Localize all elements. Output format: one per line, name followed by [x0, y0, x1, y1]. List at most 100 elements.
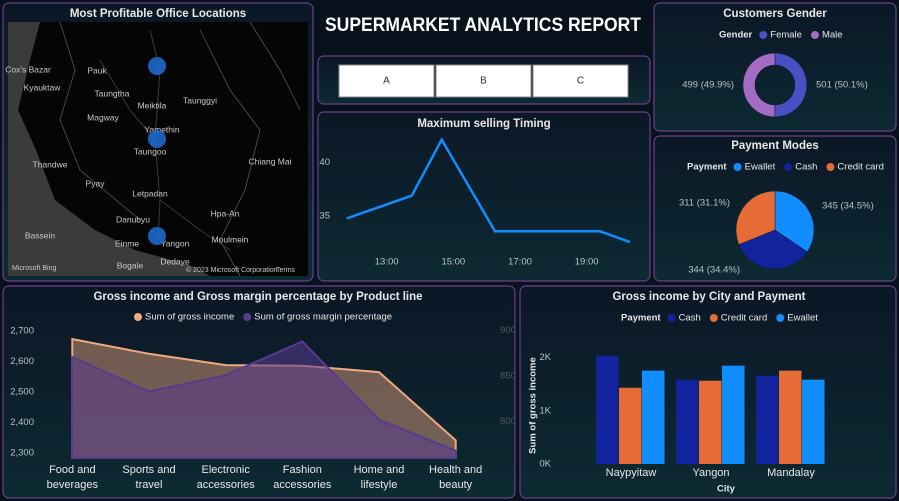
chart-title: Customers Gender	[723, 8, 827, 20]
chart-title: Gross income by City and Payment	[612, 291, 805, 303]
map-place: Pauk	[87, 65, 107, 75]
chart-title: Maximum selling Timing	[417, 118, 550, 130]
slicer-button[interactable]	[338, 64, 435, 98]
line-series	[346, 137, 631, 244]
slice	[742, 52, 776, 118]
slice	[738, 229, 808, 270]
y-tick-label: 0K	[539, 459, 551, 470]
legend-swatch	[134, 313, 142, 321]
slice	[735, 190, 776, 245]
map-place: Bogale	[117, 260, 144, 270]
x-tick-label: 13:00	[375, 257, 399, 268]
y2-tick-label: 800	[500, 416, 516, 427]
bar	[722, 365, 745, 464]
map-place: Thandwe	[33, 159, 68, 169]
legend-swatch	[810, 31, 819, 39]
map-place: Moulmein	[212, 234, 249, 244]
y-tick-label: 2,600	[10, 356, 34, 367]
map-attribution: © 2023 Microsoft Corporation	[186, 266, 278, 274]
slicer-button[interactable]	[532, 64, 629, 98]
legend-label: Credit card	[837, 162, 883, 173]
map-place: Taungoo	[134, 146, 167, 156]
legend-label: Cash	[795, 162, 817, 173]
bar	[756, 375, 779, 464]
map-place: Hpa-An	[211, 208, 240, 218]
x-axis-title: City	[717, 484, 736, 495]
slicer-label[interactable]: A	[383, 76, 390, 87]
y-tick-label: 2,300	[10, 448, 34, 459]
map-place: Taunggyi	[183, 95, 217, 105]
legend-title: Payment	[621, 313, 661, 324]
map-place: Yamethin	[144, 124, 180, 134]
data-label: 501 (50.1%)	[816, 80, 868, 91]
slicer-label[interactable]: C	[577, 76, 584, 87]
location-bubble	[148, 227, 166, 245]
bar	[596, 355, 619, 464]
map-logo: Microsoft Bing	[12, 265, 56, 272]
report-title: SUPERMARKET ANALYTICS REPORT	[325, 15, 641, 36]
map-place: Meiktila	[138, 100, 167, 110]
map-place: Magway	[87, 112, 119, 122]
bar	[642, 370, 665, 464]
bar	[779, 370, 802, 464]
legend-swatch	[709, 314, 718, 322]
area-series	[71, 340, 457, 459]
map-title: Most Profitable Office Locations	[70, 8, 246, 20]
y-tick-label: 2K	[539, 352, 551, 363]
data-label: 499 (49.9%)	[682, 80, 734, 91]
map-place: Dedaye	[160, 256, 190, 266]
map-place: Pyay	[86, 178, 106, 188]
legend-swatch	[784, 163, 793, 171]
x-tick-label: Electronic accessories	[197, 464, 256, 491]
x-tick-label: Sports and travel	[122, 464, 175, 491]
location-bubble	[148, 57, 166, 75]
legend-swatch	[776, 314, 785, 322]
legend-swatch	[667, 314, 676, 322]
legend-swatch	[759, 31, 768, 39]
map-place: Yangon	[161, 238, 190, 248]
x-tick-label: 15:00	[441, 257, 465, 268]
map-place: Taungtha	[95, 88, 130, 98]
map-place: Danubyu	[116, 214, 150, 224]
map-terms: Terms	[276, 267, 296, 274]
legend-label: Cash	[679, 313, 701, 324]
slicer-button[interactable]	[435, 64, 532, 98]
legend-swatch	[826, 163, 835, 171]
x-tick-label: Naypyitaw	[606, 467, 657, 479]
map-place: Kyauktaw	[24, 82, 62, 92]
x-tick-label: Health and beauty	[429, 464, 482, 491]
slice	[774, 190, 815, 253]
gender-panel	[653, 2, 897, 132]
data-label: 345 (34.5%)	[822, 201, 874, 212]
map-place: Letpadan	[132, 188, 168, 198]
y-tick-label: 35	[319, 211, 330, 222]
line-panel	[317, 111, 651, 282]
y-tick-label: 2,700	[10, 325, 34, 336]
legend-title: Payment	[687, 162, 727, 173]
bar	[676, 379, 699, 464]
map-sea	[8, 22, 210, 276]
legend-swatch	[733, 163, 742, 171]
map-place: Einme	[115, 238, 139, 248]
slice	[774, 52, 808, 118]
map-place: Cox's Bazar	[5, 64, 51, 74]
x-tick-label: Food and beverages	[47, 464, 99, 491]
x-tick-label: 17:00	[508, 257, 532, 268]
legend-label: Female	[770, 30, 802, 41]
legend-label: Sum of gross income	[145, 312, 234, 323]
y-tick-label: 2,400	[10, 417, 34, 428]
map-place: Bassein	[25, 230, 56, 240]
bar	[699, 380, 722, 464]
data-label: 344 (34.4%)	[688, 265, 740, 276]
legend-label: Ewallet	[745, 162, 776, 173]
slicer-label[interactable]: B	[480, 76, 487, 87]
map-place: Chiang Mai	[249, 156, 292, 166]
legend-title: Gender	[719, 30, 753, 41]
x-tick-label: Fashion accessories	[273, 464, 332, 491]
y2-tick-label: 850	[500, 371, 516, 382]
y-tick-label: 2,500	[10, 387, 34, 398]
data-label: 311 (31.1%)	[679, 198, 730, 209]
bar	[619, 387, 642, 464]
bar	[802, 379, 825, 464]
